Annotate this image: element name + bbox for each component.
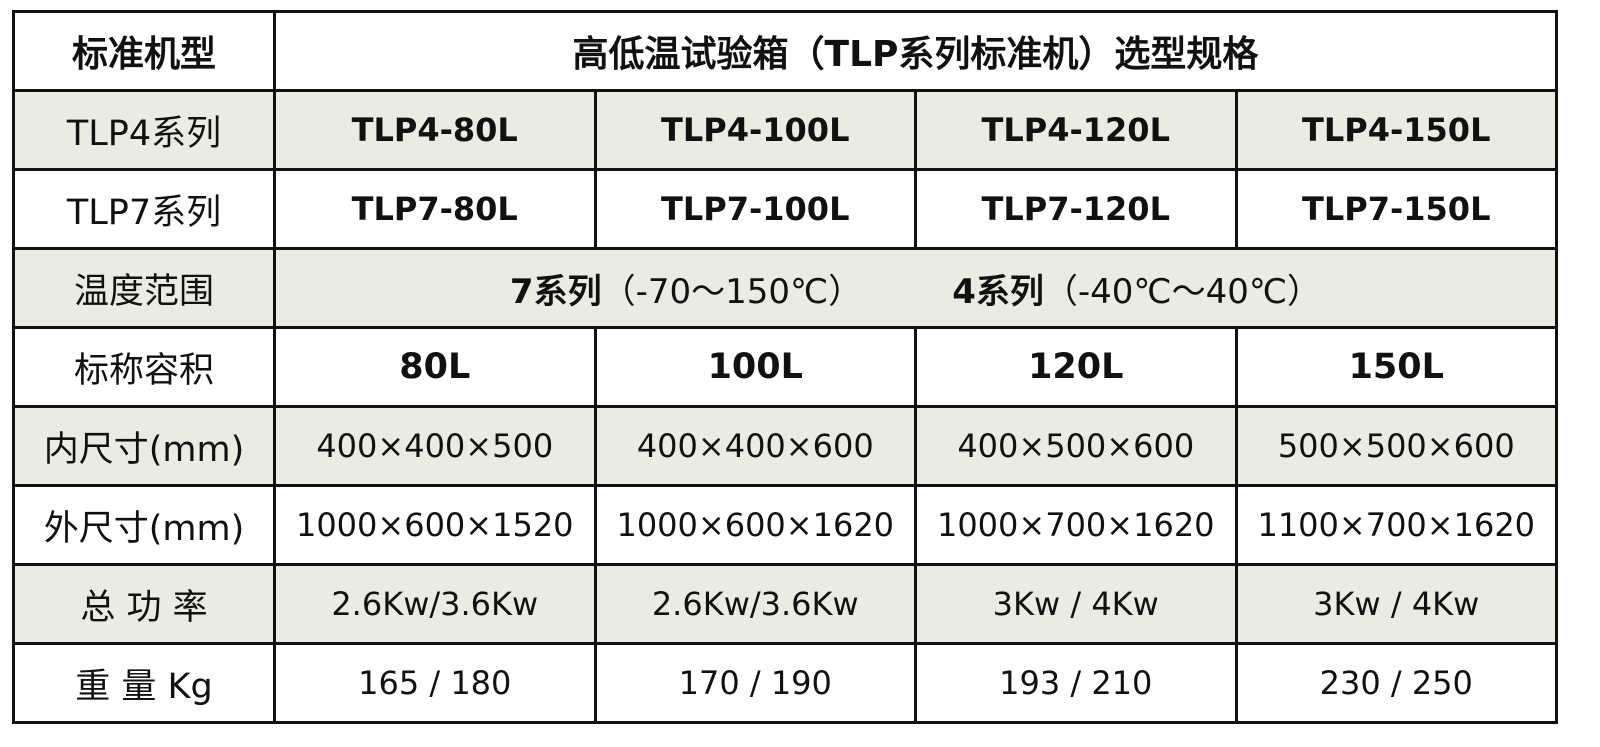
cell: 165 / 180 bbox=[273, 642, 597, 724]
row-label: 重 量 Kg bbox=[12, 642, 276, 724]
range-cell: 7系列（-70～150℃） 4系列（-40℃～40℃） bbox=[273, 247, 1558, 329]
row-label: 温度范围 bbox=[12, 247, 276, 329]
header-row: 标准机型 高低温试验箱（TLP系列标准机）选型规格 bbox=[12, 10, 1558, 92]
cell: 2.6Kw/3.6Kw bbox=[273, 563, 597, 645]
row-label: 内尺寸(mm) bbox=[12, 405, 276, 487]
cell: 500×500×600 bbox=[1234, 405, 1558, 487]
cell: 1000×700×1620 bbox=[914, 484, 1238, 566]
cell: 193 / 210 bbox=[914, 642, 1238, 724]
range-series: 7系列 bbox=[509, 271, 602, 312]
row-label: 标称容积 bbox=[12, 326, 276, 408]
range: 4系列（-40℃～40℃） bbox=[952, 264, 1321, 313]
spec-table: 标准机型 高低温试验箱（TLP系列标准机）选型规格 TLP4系列 TLP4-80L… bbox=[12, 10, 1558, 724]
cell: 400×400×600 bbox=[593, 405, 917, 487]
cell: TLP4-100L bbox=[593, 89, 917, 171]
range-series: 4系列 bbox=[952, 271, 1044, 312]
cell: 100L bbox=[593, 326, 917, 408]
cell: 170 / 190 bbox=[593, 642, 917, 724]
cell: TLP4-150L bbox=[1234, 89, 1558, 171]
header-title: 高低温试验箱（TLP系列标准机）选型规格 bbox=[273, 10, 1558, 92]
cell: 400×400×500 bbox=[273, 405, 597, 487]
row-label: 总 功 率 bbox=[12, 563, 276, 645]
cell: TLP7-150L bbox=[1234, 168, 1558, 250]
table-row: 重 量 Kg 165 / 180 170 / 190 193 / 210 230 / 2… bbox=[12, 642, 1558, 724]
cell: 400×500×600 bbox=[914, 405, 1238, 487]
cell: 120L bbox=[914, 326, 1238, 408]
table-row: 外尺寸(mm) 1000×600×1520 1000×600×1620 1000×70… bbox=[12, 484, 1558, 566]
cell: 1000×600×1520 bbox=[273, 484, 597, 566]
table-row: 温度范围 7系列（-70～150℃） 4系列（-40℃～40℃） bbox=[12, 247, 1558, 329]
cell: TLP4-120L bbox=[914, 89, 1238, 171]
cell: TLP4-80L bbox=[273, 89, 597, 171]
row-label: 外尺寸(mm) bbox=[12, 484, 276, 566]
row-label: TLP4系列 bbox=[12, 89, 276, 171]
cell: 150L bbox=[1234, 326, 1558, 408]
header-cell: 标准机型 bbox=[12, 10, 276, 92]
cell: 1100×700×1620 bbox=[1234, 484, 1558, 566]
cell: 2.6Kw/3.6Kw bbox=[593, 563, 917, 645]
cell: 80L bbox=[273, 326, 597, 408]
cell: 1000×600×1620 bbox=[593, 484, 917, 566]
cell: TLP7-80L bbox=[273, 168, 597, 250]
cell: TLP7-100L bbox=[593, 168, 917, 250]
cell: 3Kw / 4Kw bbox=[1234, 563, 1558, 645]
row-label: TLP7系列 bbox=[12, 168, 276, 250]
range-value: （-40℃～40℃） bbox=[1043, 271, 1322, 312]
table-row: TLP7系列 TLP7-80L TLP7-100L TLP7-120L TLP7-150… bbox=[12, 168, 1558, 250]
cell: 3Kw / 4Kw bbox=[914, 563, 1238, 645]
table-row: 总 功 率 2.6Kw/3.6Kw 2.6Kw/3.6Kw 3Kw / 4Kw 3Kw … bbox=[12, 563, 1558, 645]
range-value: （-70～150℃） bbox=[601, 271, 863, 312]
range: 7系列（-70～150℃） bbox=[510, 264, 862, 313]
table-row: TLP4系列 TLP4-80L TLP4-100L TLP4-120L TLP4-150… bbox=[12, 89, 1558, 171]
table-body: 标准机型 高低温试验箱（TLP系列标准机）选型规格 TLP4系列 TLP4-80L… bbox=[12, 10, 1558, 724]
cell: TLP7-120L bbox=[914, 168, 1238, 250]
cell: 230 / 250 bbox=[1234, 642, 1558, 724]
table-row: 内尺寸(mm) 400×400×500 400×400×600 400×500×600… bbox=[12, 405, 1558, 487]
table-row: 标称容积 80L 100L 120L 150L bbox=[12, 326, 1558, 408]
